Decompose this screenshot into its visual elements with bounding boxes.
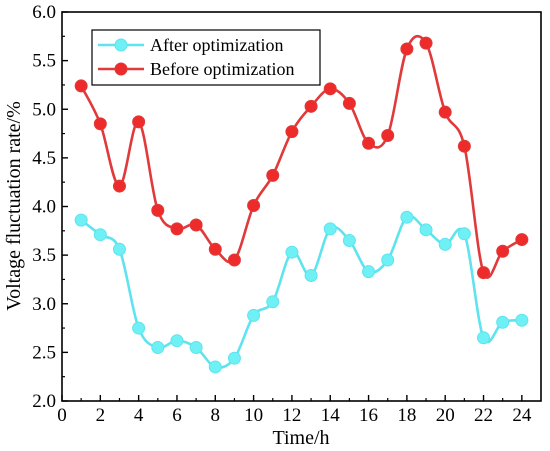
data-point-before [477,266,491,280]
legend: After optimization Before optimization [91,29,321,86]
data-point-before [285,125,299,139]
x-tick-label: 24 [512,405,532,426]
y-tick-label: 4.0 [32,197,56,218]
data-point-after [112,242,126,256]
data-point-after [381,253,395,267]
data-point-after [342,234,356,248]
y-axis-title: Voltage fluctuation rate/% [3,101,25,311]
data-point-before [132,115,146,129]
data-point-before [457,139,471,153]
data-point-after [285,245,299,259]
y-tick-label: 3.0 [32,294,56,315]
data-point-before [93,117,107,131]
data-point-after [151,341,165,355]
ticks-layer: 0 2 4 6 8 10 12 14 16 18 20 22 242.02.53.03.54.04.55… [32,2,532,426]
data-point-after [419,223,433,237]
data-point-before [515,233,529,247]
data-point-after [438,237,452,251]
data-point-before [323,82,337,96]
y-tick-label: 5.5 [32,51,56,72]
data-point-after [132,321,146,335]
data-point-after [266,295,280,309]
x-tick-label: 0 [57,405,67,426]
x-tick-label: 14 [321,405,341,426]
data-point-after [457,227,471,241]
data-point-before [419,36,433,50]
legend-label-before: Before optimization [150,59,294,79]
y-tick-label: 6.0 [32,2,56,23]
x-axis-title: Time/h [272,427,329,449]
data-point-before [227,253,241,267]
data-point-before [151,203,165,217]
legend-box [91,29,321,86]
legend-marker-before [114,62,128,76]
data-point-before [381,129,395,143]
series-line-before [79,34,523,279]
y-tick-label: 4.5 [32,148,56,169]
data-point-after [208,360,222,374]
data-point-before [112,179,126,193]
data-point-before [438,105,452,119]
data-point-after [247,308,261,322]
data-point-after [189,341,203,355]
data-point-before [304,99,318,113]
x-tick-label: 12 [282,405,301,426]
x-tick-label: 4 [134,405,144,426]
data-point-before [170,222,184,236]
x-tick-label: 20 [436,405,455,426]
x-tick-label: 22 [474,405,493,426]
y-tick-label: 3.5 [32,245,56,266]
y-tick-label: 5.0 [32,99,56,120]
data-point-after [170,334,184,348]
data-point-after [477,331,491,345]
x-tick-label: 10 [244,405,263,426]
data-point-before [342,96,356,110]
data-point-before [189,218,203,232]
data-point-after [304,269,318,283]
legend-marker-after [114,38,128,52]
data-point-after [400,210,414,224]
data-point-before [208,242,222,256]
data-point-before [74,79,88,93]
y-tick-label: 2.5 [32,342,56,363]
x-tick-label: 8 [211,405,221,426]
data-point-before [400,42,414,56]
data-point-after [515,313,529,327]
legend-label-after: After optimization [150,35,283,55]
data-point-after [362,265,376,279]
data-point-before [362,136,376,150]
x-tick-label: 2 [96,405,106,426]
data-point-before [247,199,261,213]
data-point-after [74,213,88,227]
data-point-after [496,315,510,329]
series-line-after [80,214,522,369]
x-tick-label: 6 [172,405,182,426]
data-point-after [323,222,337,236]
x-tick-label: 16 [359,405,378,426]
y-tick-label: 2.0 [32,391,56,412]
data-point-after [93,228,107,242]
x-tick-label: 18 [397,405,416,426]
data-point-before [266,168,280,182]
data-point-before [496,244,510,258]
data-point-after [227,351,241,365]
series-layer [74,34,529,374]
